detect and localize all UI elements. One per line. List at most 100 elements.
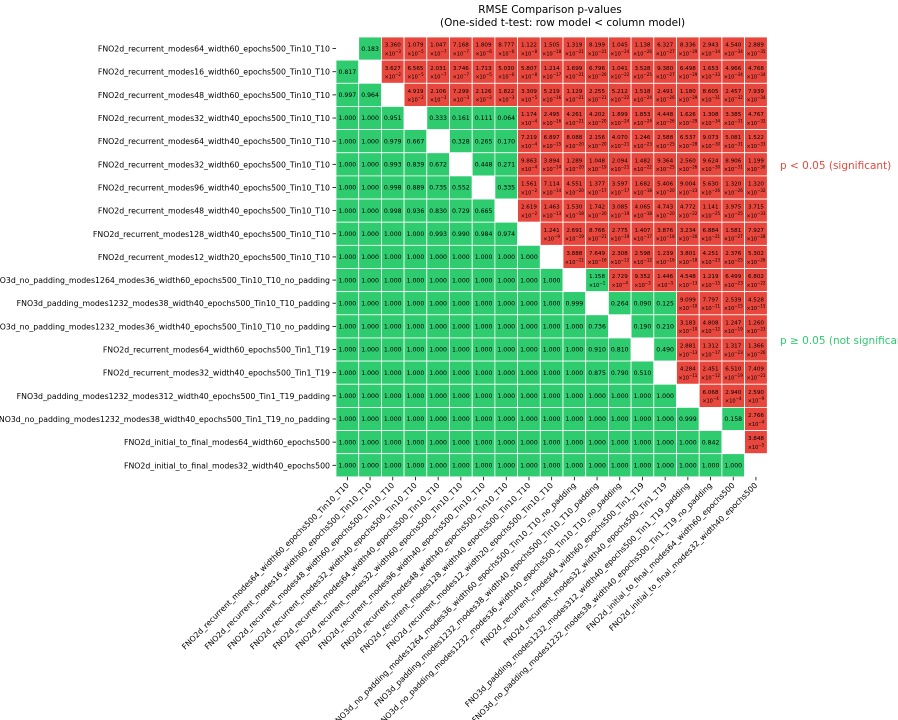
cell-value-exponent: ×10−21 — [588, 49, 607, 58]
cell-value: 1.000 — [338, 300, 356, 307]
cell-value-mantissa: 7.114 — [544, 182, 560, 188]
cell-value-mantissa: 4.261 — [566, 112, 582, 118]
cell-value-mantissa: 2.619 — [521, 205, 537, 211]
cell-value: 0.161 — [452, 115, 470, 122]
cell-value-mantissa: 4.448 — [657, 112, 673, 118]
cell-value-mantissa: 4.528 — [748, 297, 764, 303]
cell-value-exponent: ×10−3 — [453, 95, 470, 104]
cell-value: 1.000 — [384, 300, 402, 307]
y-tick-label: FNO2d_recurrent_modes64_width40_epochs50… — [98, 137, 330, 146]
heatmap-cell — [426, 129, 450, 154]
cell-value: 1.000 — [407, 393, 425, 400]
cell-value-exponent: ×10−24 — [633, 95, 652, 104]
cell-value-exponent: ×10−4 — [725, 396, 742, 405]
cell-value-mantissa: 3.528 — [634, 66, 650, 72]
cell-value-exponent: ×10−30 — [701, 165, 720, 174]
cell-value-exponent: ×10−22 — [678, 211, 697, 220]
cell-value-mantissa: 9.624 — [703, 158, 719, 164]
cell-value: 1.000 — [361, 277, 379, 284]
cell-value: 1.000 — [361, 462, 379, 469]
cell-value-mantissa: 2.775 — [612, 228, 628, 234]
cell-value-exponent: ×10−21 — [746, 373, 765, 382]
cell-value: 1.000 — [384, 416, 402, 423]
cell-value-mantissa: 4.743 — [657, 205, 673, 211]
cell-value-mantissa: 6.498 — [680, 66, 696, 72]
heatmap-cell — [676, 383, 700, 408]
heatmap-cell — [744, 453, 768, 478]
cell-value: 1.000 — [475, 393, 493, 400]
cell-value-mantissa: 2.308 — [612, 251, 628, 257]
y-tick-label: FNO2d_recurrent_modes64_width60_epochs50… — [98, 45, 330, 54]
cell-value-mantissa: 2.106 — [430, 89, 446, 95]
cell-value: 0.158 — [724, 416, 742, 423]
cell-value: 1.000 — [611, 462, 629, 469]
cell-value: 0.328 — [452, 138, 470, 145]
cell-value-exponent: ×10−34 — [701, 118, 720, 127]
cell-value: 1.000 — [361, 162, 379, 169]
cell-value: 1.000 — [497, 277, 515, 284]
cell-value: 1.000 — [338, 231, 356, 238]
cell-value: 1.000 — [452, 254, 470, 261]
cell-value-exponent: ×10−20 — [565, 165, 584, 174]
cell-value-mantissa: 4.808 — [703, 320, 719, 326]
cell-value-mantissa: 2.889 — [748, 43, 764, 49]
cell-value-mantissa: 3.360 — [385, 43, 401, 49]
cell-value-mantissa: 1.505 — [544, 43, 560, 49]
cell-value-mantissa: 8.605 — [703, 89, 719, 95]
cell-value: 0.335 — [497, 185, 515, 192]
cell-value-mantissa: 6.802 — [748, 274, 764, 280]
cell-value: 1.000 — [543, 439, 561, 446]
cell-value-exponent: ×10−13 — [678, 280, 697, 289]
cell-value: 1.000 — [429, 300, 447, 307]
cell-value-exponent: ×10−6 — [498, 49, 515, 58]
cell-value-exponent: ×10−19 — [588, 165, 607, 174]
cell-value-exponent: ×10−32 — [746, 118, 765, 127]
cell-value-exponent: ×10−14 — [542, 188, 561, 197]
cell-value-mantissa: 1.653 — [703, 66, 719, 72]
cell-value-mantissa: 2.491 — [657, 89, 673, 95]
cell-value: 1.000 — [338, 138, 356, 145]
cell-value-mantissa: 1.561 — [521, 182, 537, 188]
cell-value-mantissa: 3.746 — [453, 66, 469, 72]
cell-value: 1.000 — [361, 324, 379, 331]
cell-value-exponent: ×10−25 — [633, 72, 652, 81]
cell-value-exponent: ×10−3 — [634, 280, 651, 289]
cell-value-exponent: ×10−21 — [565, 95, 584, 104]
cell-value-exponent: ×10−2 — [521, 211, 538, 220]
cell-value-exponent: ×10−15 — [746, 304, 765, 313]
cell-value-mantissa: 8.777 — [498, 43, 514, 49]
cell-value-exponent: ×10−23 — [724, 350, 743, 359]
cell-value: 1.000 — [407, 254, 425, 261]
cell-value: 1.000 — [475, 277, 493, 284]
cell-value: 1.000 — [384, 277, 402, 284]
cell-value: 1.000 — [656, 462, 674, 469]
cell-value-mantissa: 3.385 — [725, 112, 741, 118]
cell-value-exponent: ×10−4 — [521, 142, 538, 151]
cell-value-exponent: ×10−29 — [678, 72, 697, 81]
cell-value: 1.000 — [338, 462, 356, 469]
cell-value-mantissa: 1.214 — [544, 66, 560, 72]
cell-value-mantissa: 7.168 — [453, 43, 469, 49]
cell-value: 0.999 — [679, 416, 697, 423]
cell-value: 0.510 — [634, 370, 652, 377]
cell-value: 1.000 — [497, 324, 515, 331]
cell-value-mantissa: 7.797 — [703, 297, 719, 303]
cell-value-exponent: ×10−34 — [746, 72, 765, 81]
cell-value-mantissa: 1.045 — [612, 43, 628, 49]
cell-value: 0.490 — [656, 347, 674, 354]
cell-value: 0.839 — [407, 162, 425, 169]
cell-value: 1.000 — [543, 277, 561, 284]
cell-value: 1.000 — [338, 347, 356, 354]
cell-value: 1.000 — [588, 462, 606, 469]
cell-value-mantissa: 1.518 — [634, 89, 650, 95]
cell-value-exponent: ×10−9 — [748, 396, 765, 405]
y-tick-label: FNO2d_recurrent_modes32_width40_epochs50… — [103, 369, 330, 378]
cell-value: 1.000 — [565, 393, 583, 400]
cell-value-mantissa: 3.183 — [680, 320, 696, 326]
cell-value: 1.000 — [338, 370, 356, 377]
cell-value: 1.000 — [338, 324, 356, 331]
cell-value: 1.000 — [520, 324, 538, 331]
cell-value: 1.000 — [452, 439, 470, 446]
cell-value-mantissa: 5.406 — [657, 182, 673, 188]
cell-value-exponent: ×10−2 — [475, 95, 492, 104]
